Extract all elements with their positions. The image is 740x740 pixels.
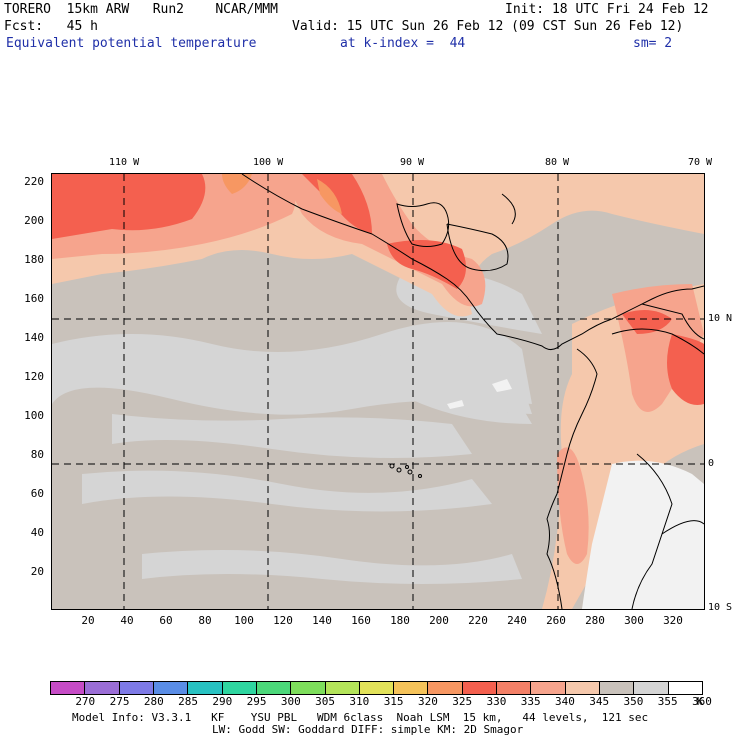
x-tick: 200: [429, 614, 449, 627]
y-tick: 60: [30, 487, 44, 500]
x-tick: 240: [507, 614, 527, 627]
x-tick: 120: [273, 614, 293, 627]
colorbar-label: 280: [143, 695, 164, 708]
x-tick: 100: [234, 614, 254, 627]
x-tick: 140: [312, 614, 332, 627]
colorbar-swatch: [153, 682, 189, 694]
forecast-hour: Fcst: 45 h: [4, 19, 98, 34]
colorbar-swatch: [565, 682, 600, 694]
level-label: at k-index = 44: [340, 36, 466, 51]
colorbar-label: 275: [109, 695, 130, 708]
x-tick: 260: [546, 614, 566, 627]
colorbar-label: 315: [383, 695, 404, 708]
colorbar-swatch: [119, 682, 154, 694]
y-tick: 200: [24, 214, 44, 227]
y-tick: 100: [24, 409, 44, 422]
y-tick: 140: [24, 331, 44, 344]
lon-label-90w: 90 W: [400, 157, 425, 168]
colorbar-swatch: [51, 682, 86, 694]
x-tick: 20: [81, 614, 95, 627]
lon-label-100w: 100 W: [253, 157, 284, 168]
lat-label-0: 0: [708, 458, 715, 469]
colorbar-swatch: [394, 682, 429, 694]
y-tick: 220: [24, 175, 44, 188]
colorbar-label: 325: [452, 695, 473, 708]
smoothing-label: sm= 2: [633, 36, 673, 51]
colorbar-label: 270: [75, 695, 96, 708]
colorbar-swatch: [325, 682, 360, 694]
colorbar-label: 320: [417, 695, 438, 708]
x-tick: 300: [624, 614, 644, 627]
colorbar-swatch: [531, 682, 566, 694]
colorbar-swatch: [497, 682, 532, 694]
x-tick: 160: [351, 614, 371, 627]
cold-land-zone: [582, 460, 704, 609]
colorbar-label: 330: [486, 695, 507, 708]
lon-label-110w: 110 W: [109, 157, 140, 168]
x-tick: 60: [159, 614, 173, 627]
colorbar-swatch: [222, 682, 257, 694]
colorbar-swatch: [428, 682, 463, 694]
graticule: [52, 174, 704, 609]
x-tick: 220: [468, 614, 488, 627]
colorbar-swatch: [668, 682, 702, 694]
colorbar-label: 355: [657, 695, 678, 708]
model-info: Model Info: V3.3.1 KF YSU PBL WDM 6class…: [72, 711, 649, 724]
colorbar-label: 290: [212, 695, 233, 708]
colorbar-label: 285: [178, 695, 198, 708]
lon-label-70w: 70 W: [688, 157, 713, 168]
lon-label-80w: 80 W: [545, 157, 570, 168]
colorbar-label: K: [696, 695, 704, 708]
physics-info: LW: Godd SW: Goddard DIFF: simple KM: 2D…: [212, 723, 524, 736]
y-tick: 20: [30, 565, 44, 578]
weather-map: [51, 173, 705, 610]
x-tick: 280: [585, 614, 605, 627]
colorbar-swatch: [291, 682, 326, 694]
colorbar-label: 295: [246, 695, 267, 708]
x-tick: 320: [663, 614, 683, 627]
lat-label-10s: 10 S: [708, 602, 733, 613]
colorbar-swatch: [462, 682, 498, 694]
colorbar-swatch: [188, 682, 223, 694]
white-spots: [447, 379, 512, 409]
colorbar-swatch: [600, 682, 635, 694]
colorbar-swatch: [359, 682, 395, 694]
y-tick: 180: [24, 253, 44, 266]
colorbar: [50, 681, 703, 695]
y-tick: 120: [24, 370, 44, 383]
y-tick: 160: [24, 292, 44, 305]
colorbar-label: 310: [349, 695, 370, 708]
colorbar-label: 345: [589, 695, 610, 708]
x-tick: 80: [198, 614, 212, 627]
colorbar-swatch: [256, 682, 292, 694]
colorbar-label: 340: [555, 695, 575, 708]
x-tick: 180: [390, 614, 410, 627]
x-tick: 40: [120, 614, 134, 627]
valid-time: Valid: 15 UTC Sun 26 Feb 12 (09 CST Sun …: [292, 19, 684, 34]
y-tick: 80: [30, 448, 44, 461]
field-name: Equivalent potential temperature: [6, 36, 257, 51]
map-canvas: [52, 174, 704, 609]
title-line: TORERO 15km ARW Run2 NCAR/MMM: [4, 2, 278, 17]
coastlines: [241, 174, 704, 609]
colorbar-swatch: [634, 682, 669, 694]
colorbar-swatch: [85, 682, 120, 694]
colorbar-label: 305: [315, 695, 336, 708]
colorbar-label: 335: [520, 695, 541, 708]
init-time: Init: 18 UTC Fri 24 Feb 12: [505, 2, 709, 17]
islands: [389, 463, 422, 478]
colorbar-label: 360: [692, 695, 712, 708]
colorbar-label: 350: [623, 695, 644, 708]
y-tick: 40: [30, 526, 44, 539]
orange-highlights: [222, 174, 342, 214]
colorbar-label: 300: [280, 695, 301, 708]
lat-label-10n: 10 N: [708, 313, 733, 324]
